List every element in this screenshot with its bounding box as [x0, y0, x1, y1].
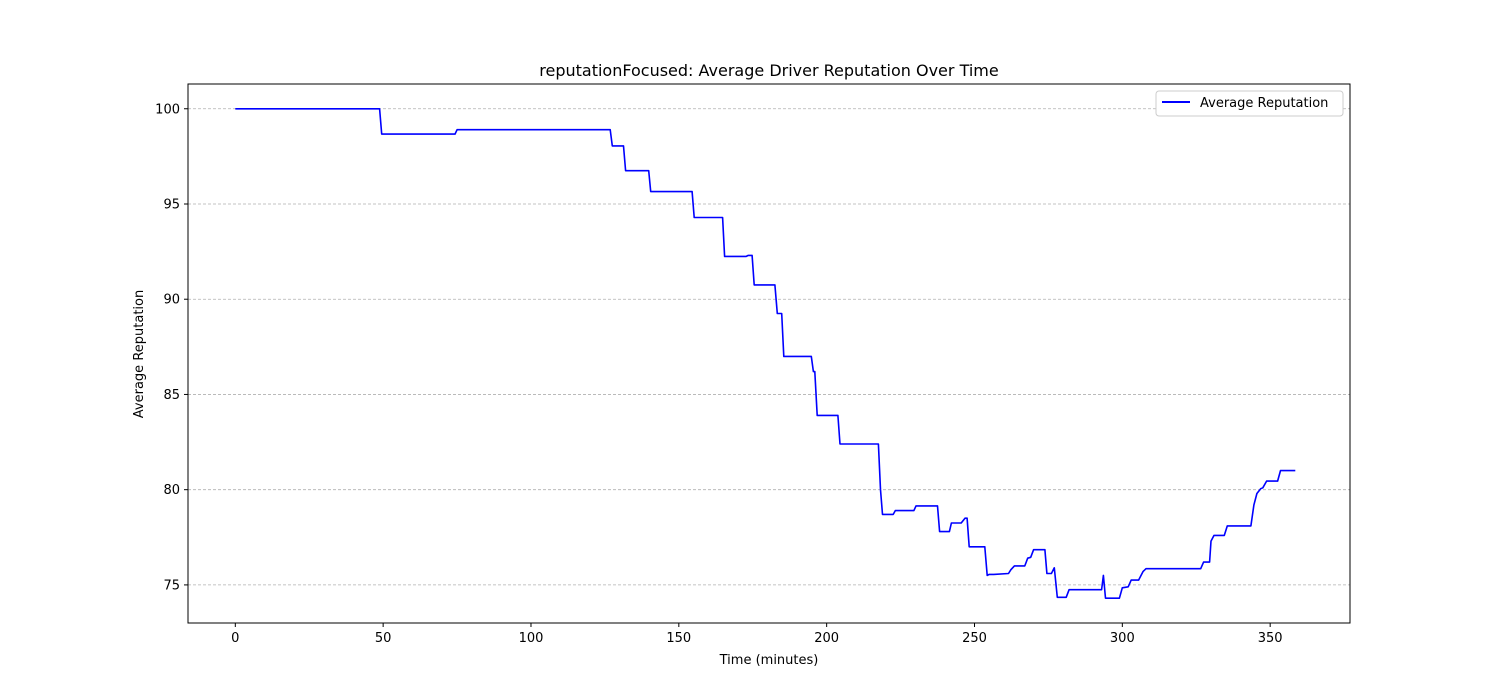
x-tick-label: 250	[962, 631, 987, 646]
legend-box	[1155, 90, 1344, 117]
y-tick-label: 85	[163, 388, 180, 403]
y-tick-label: 100	[155, 102, 180, 117]
x-tick-label: 100	[519, 631, 544, 646]
legend-label: Average Reputation	[1200, 96, 1328, 111]
chart-title: reputationFocused: Average Driver Reputa…	[539, 61, 998, 80]
legend: Average Reputation	[1155, 90, 1344, 117]
x-tick-label: 50	[375, 631, 392, 646]
y-tick-label: 75	[163, 578, 180, 593]
y-tick-label: 95	[163, 197, 180, 212]
series-lines	[235, 108, 1296, 600]
series-line	[235, 108, 1296, 600]
gridlines	[188, 108, 1350, 586]
x-tick-label: 350	[1258, 631, 1283, 646]
x-tick-label: 150	[666, 631, 691, 646]
x-tick-label: 300	[1110, 631, 1135, 646]
x-axis-ticks: 0 50 100 150 200 250 300 350	[231, 623, 1283, 646]
x-axis-label: Time (minutes)	[719, 653, 819, 668]
y-axis-ticks: 75 80 85 90 95 100	[155, 102, 188, 593]
y-axis-label: Average Reputation	[132, 290, 147, 418]
y-tick-label: 80	[163, 483, 180, 498]
x-tick-label: 200	[814, 631, 839, 646]
y-tick-label: 90	[163, 293, 180, 308]
plot-frame	[187, 83, 1351, 624]
x-tick-label: 0	[231, 631, 239, 646]
